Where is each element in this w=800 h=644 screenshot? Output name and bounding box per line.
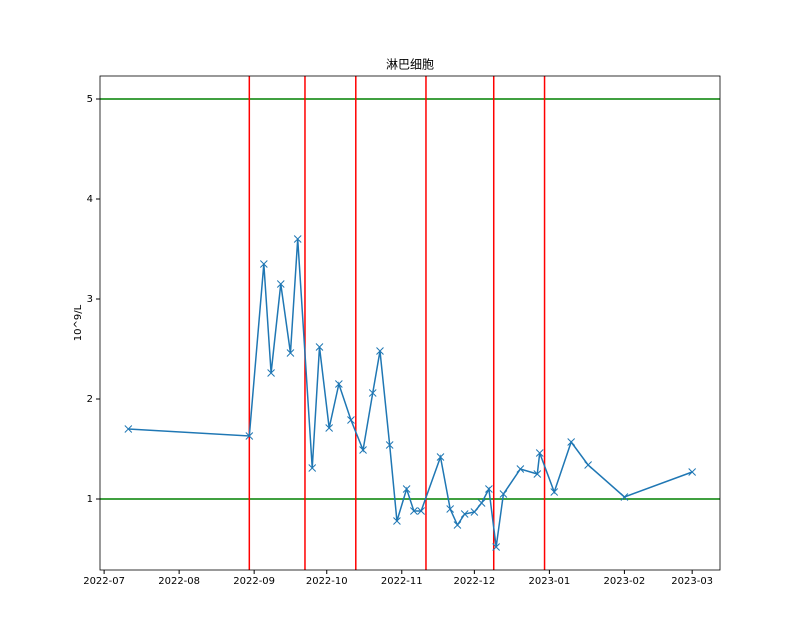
x-tick-label: 2022-12 bbox=[453, 576, 495, 587]
x-tick-label: 2023-03 bbox=[671, 576, 713, 587]
data-point bbox=[385, 441, 394, 449]
x-tick-label: 2023-01 bbox=[528, 576, 570, 587]
y-tick-label: 1 bbox=[87, 494, 93, 505]
data-point bbox=[368, 389, 377, 397]
data-point bbox=[453, 521, 462, 529]
data-point bbox=[124, 425, 133, 433]
data-point bbox=[325, 424, 334, 432]
data-point bbox=[347, 416, 355, 424]
y-tick-label: 5 bbox=[87, 94, 93, 105]
data-point bbox=[267, 369, 275, 377]
data-point bbox=[620, 493, 629, 501]
data-point bbox=[550, 488, 559, 496]
data-point bbox=[376, 347, 384, 355]
data-point bbox=[499, 490, 508, 498]
data-point bbox=[446, 505, 455, 513]
data-point bbox=[485, 485, 493, 493]
x-tick-label: 2022-10 bbox=[306, 576, 348, 587]
x-tick-label: 2022-07 bbox=[83, 576, 125, 587]
data-point bbox=[567, 438, 576, 446]
y-tick-label: 2 bbox=[87, 394, 93, 405]
data-point bbox=[276, 280, 285, 288]
data-point bbox=[533, 470, 542, 478]
y-tick-label: 4 bbox=[87, 194, 93, 205]
data-point bbox=[334, 380, 343, 388]
data-point bbox=[492, 543, 501, 551]
data-point bbox=[410, 507, 418, 515]
data-point bbox=[293, 235, 302, 243]
data-point bbox=[516, 465, 525, 473]
data-point bbox=[308, 464, 317, 472]
x-tick-label: 2022-08 bbox=[158, 576, 200, 587]
y-tick-label: 3 bbox=[87, 294, 93, 305]
data-point bbox=[315, 343, 324, 351]
x-tick-label: 2023-02 bbox=[604, 576, 646, 587]
data-point bbox=[417, 507, 425, 515]
data-point bbox=[535, 449, 544, 457]
data-point bbox=[286, 349, 295, 357]
y-axis-label: 10^9/L bbox=[73, 304, 84, 341]
data-point bbox=[584, 461, 592, 469]
data-point bbox=[436, 453, 445, 461]
data-point bbox=[477, 499, 486, 507]
data-point bbox=[688, 468, 697, 476]
data-point bbox=[245, 432, 254, 440]
data-point bbox=[460, 510, 469, 518]
data-point bbox=[402, 485, 411, 493]
data-point bbox=[470, 508, 479, 516]
data-point bbox=[259, 260, 268, 268]
x-tick-label: 2022-11 bbox=[381, 576, 423, 587]
data-point bbox=[359, 446, 367, 454]
chart-title: 淋巴细胞 bbox=[386, 58, 434, 72]
x-tick-label: 2022-09 bbox=[233, 576, 275, 587]
plot-frame bbox=[99, 75, 721, 571]
data-point bbox=[393, 517, 401, 525]
